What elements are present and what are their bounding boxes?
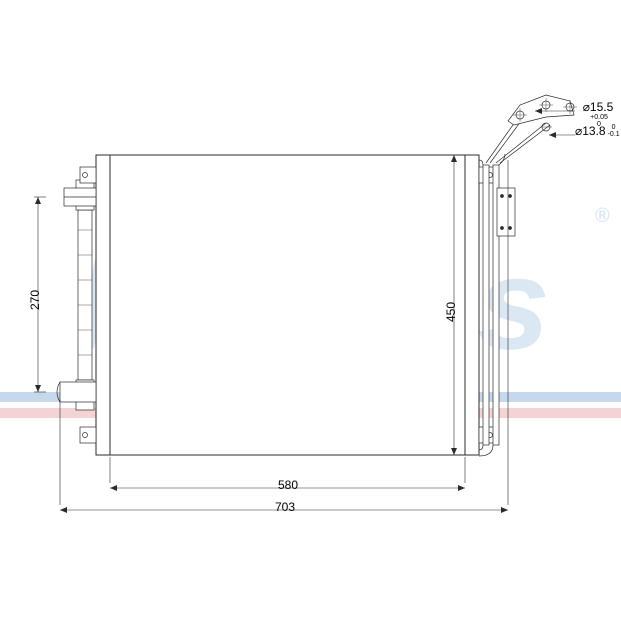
dim-height-core: 450 — [444, 302, 458, 322]
dim-diameter-2: ⌀13.80-0.1 — [575, 124, 620, 138]
dim-width-core: 580 — [278, 478, 298, 492]
dim-height-left: 270 — [28, 290, 42, 310]
diagram-canvas: Nissens ® 580 703 450 270 ⌀15.5+0.050 ⌀1… — [0, 0, 621, 621]
dim-width-total: 703 — [275, 500, 295, 514]
technical-drawing — [0, 0, 621, 621]
